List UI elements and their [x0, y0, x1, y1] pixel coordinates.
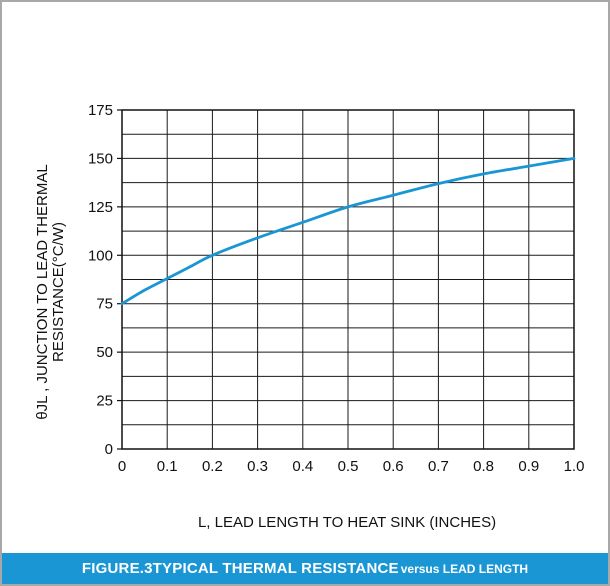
grid-lines: [121, 109, 575, 450]
x-tick-label: 0: [118, 458, 126, 475]
series-layer: [120, 157, 576, 306]
x-axis-label: L, LEAD LENGTH TO HEAT SINK (INCHES): [198, 514, 496, 531]
y-tick-label: 0: [105, 441, 113, 458]
y-tick-labels: 0 25 50 75 100 125 150 175: [88, 102, 113, 458]
y-tick-label: 75: [96, 296, 113, 313]
caption-main: FIGURE.3TYPICAL THERMAL RESISTANCE: [81, 560, 399, 577]
caption-suffix: versus LEAD LENGTH: [400, 561, 529, 576]
x-tick-label: 0.5: [338, 458, 359, 475]
y-axis-label-line1: θJL , JUNCTION TO LEAD THERMAL: [34, 164, 51, 419]
x-tick-label: 0.8: [473, 458, 494, 475]
y-axis-label-line2: RESISTANCE(°C/W): [50, 222, 67, 362]
x-tick-label: 0.6: [383, 458, 404, 475]
series-line-0: [120, 157, 576, 306]
x-tick-label: 0.1: [157, 458, 178, 475]
y-tick-label: 50: [96, 344, 113, 361]
x-tick-label: 0.9: [518, 458, 539, 475]
y-tick-label: 150: [88, 150, 113, 167]
plot-frame: [117, 109, 575, 450]
plot-border: [121, 109, 575, 450]
x-tick-label: 1.0: [564, 458, 585, 475]
x-tick-label: 0.3: [247, 458, 268, 475]
x-tick-labels: 0 0.1 0.2 0.3 0.4 0.5 0.6 0.7 0.8 0.9 1.0: [118, 458, 585, 475]
x-tick-label: 0.2: [202, 458, 223, 475]
x-tick-label: 0.4: [292, 458, 313, 475]
y-tick-label: 25: [96, 393, 113, 410]
y-tick-label: 100: [88, 247, 113, 264]
y-tick-label: 175: [88, 102, 113, 119]
figure-caption: FIGURE.3TYPICAL THERMAL RESISTANCE versu…: [2, 553, 608, 584]
y-tick-label: 125: [88, 199, 113, 216]
x-tick-label: 0.7: [428, 458, 449, 475]
